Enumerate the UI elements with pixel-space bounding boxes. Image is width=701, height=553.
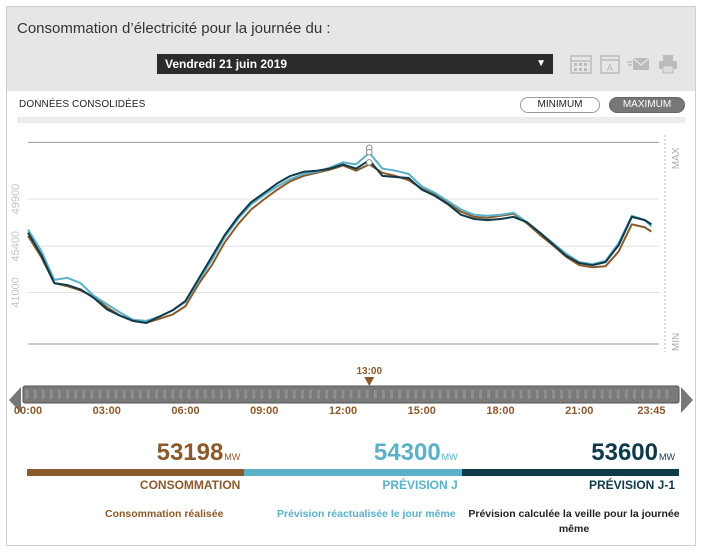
print-icon[interactable] [656, 52, 680, 76]
consommation-unit: MW [224, 452, 241, 462]
time-marker-arrow [364, 377, 375, 386]
prevision-j-number: 54300 [373, 439, 441, 466]
calendar-a-icon[interactable]: A [598, 52, 622, 76]
header: Consommation d’électricité pour la journ… [7, 7, 695, 91]
consommation-value: 53198MW [157, 439, 241, 467]
minimum-button[interactable]: MINIMUM [520, 97, 600, 113]
prevision-j1-number: 53600 [591, 439, 658, 466]
prevision-j1-bar [461, 469, 679, 476]
x-tick-label: 09:00 [250, 405, 278, 417]
date-select[interactable]: Vendredi 21 juin 2019 ▼ [157, 54, 553, 74]
line-chart: 41000 45400 49900 MAX MIN 13:00 00:00 03:00 06:0… [9, 135, 693, 417]
prevision-j-value: 54300MW [374, 439, 458, 467]
consommation-bar [27, 469, 245, 476]
series-line-0 [27, 163, 652, 324]
prevision-j-bar [244, 469, 462, 476]
consommation-description: Consommation réalisée [105, 508, 224, 520]
x-tick-label: 15:00 [408, 405, 436, 417]
toolbar: A [569, 51, 680, 77]
prevision-j-label: PRÉVISION J [382, 478, 458, 492]
x-tick-label: 12:00 [329, 405, 357, 417]
widget-frame: Consommation d’électricité pour la journ… [6, 6, 696, 546]
x-tick-label: 21:00 [565, 405, 593, 417]
x-tick-label: 06:00 [171, 405, 199, 417]
legend: 53198MW 54300MW 53600MW CONSOMMATION PRÉ… [27, 439, 680, 539]
scroll-right-arrow [681, 387, 693, 413]
x-tick-label: 23:45 [637, 405, 665, 417]
divider [17, 117, 685, 123]
x-tick-label: 18:00 [486, 405, 514, 417]
prevision-j1-unit: MW [659, 452, 675, 462]
y-tick-label: 41000 [10, 277, 22, 308]
maximum-button[interactable]: MAXIMUM [609, 97, 685, 113]
subbar: DONNÉES CONSOLIDÉES MINIMUM MAXIMUM [7, 91, 695, 119]
email-icon[interactable] [627, 52, 651, 76]
data-type-label: DONNÉES CONSOLIDÉES [19, 99, 146, 110]
time-marker-label: 13:00 [356, 366, 382, 377]
page-title: Consommation d’électricité pour la journ… [17, 20, 331, 37]
x-tick-label: 00:00 [14, 405, 42, 417]
chevron-down-icon: ▼ [536, 58, 546, 69]
hover-marker [365, 159, 373, 166]
prevision-j1-description: Prévision calculée la veille pour la jou… [468, 508, 680, 535]
consommation-label: CONSOMMATION [139, 478, 241, 492]
prevision-j-unit: MW [441, 452, 458, 462]
calendar-icon[interactable] [569, 52, 593, 76]
y-tick-label: 49900 [10, 184, 22, 215]
prevision-j1-value: 53600MW [591, 439, 675, 467]
date-value: Vendredi 21 juin 2019 [165, 57, 288, 71]
y-tick-label: 45400 [10, 231, 22, 262]
series-line-2 [27, 159, 652, 324]
min-axis-label: MIN [671, 333, 682, 351]
hover-marker [365, 148, 373, 156]
scroll-left-arrow [9, 387, 21, 413]
prevision-j1-label: PRÉVISION J-1 [588, 478, 675, 492]
consommation-number: 53198 [156, 439, 224, 466]
prevision-j-description: Prévision réactualisée le jour même [277, 508, 456, 520]
x-tick-label: 03:00 [93, 405, 121, 417]
svg-text:A: A [607, 63, 614, 74]
time-slider-border [22, 385, 680, 404]
series-line-1 [27, 151, 653, 322]
max-axis-label: MAX [671, 147, 682, 169]
